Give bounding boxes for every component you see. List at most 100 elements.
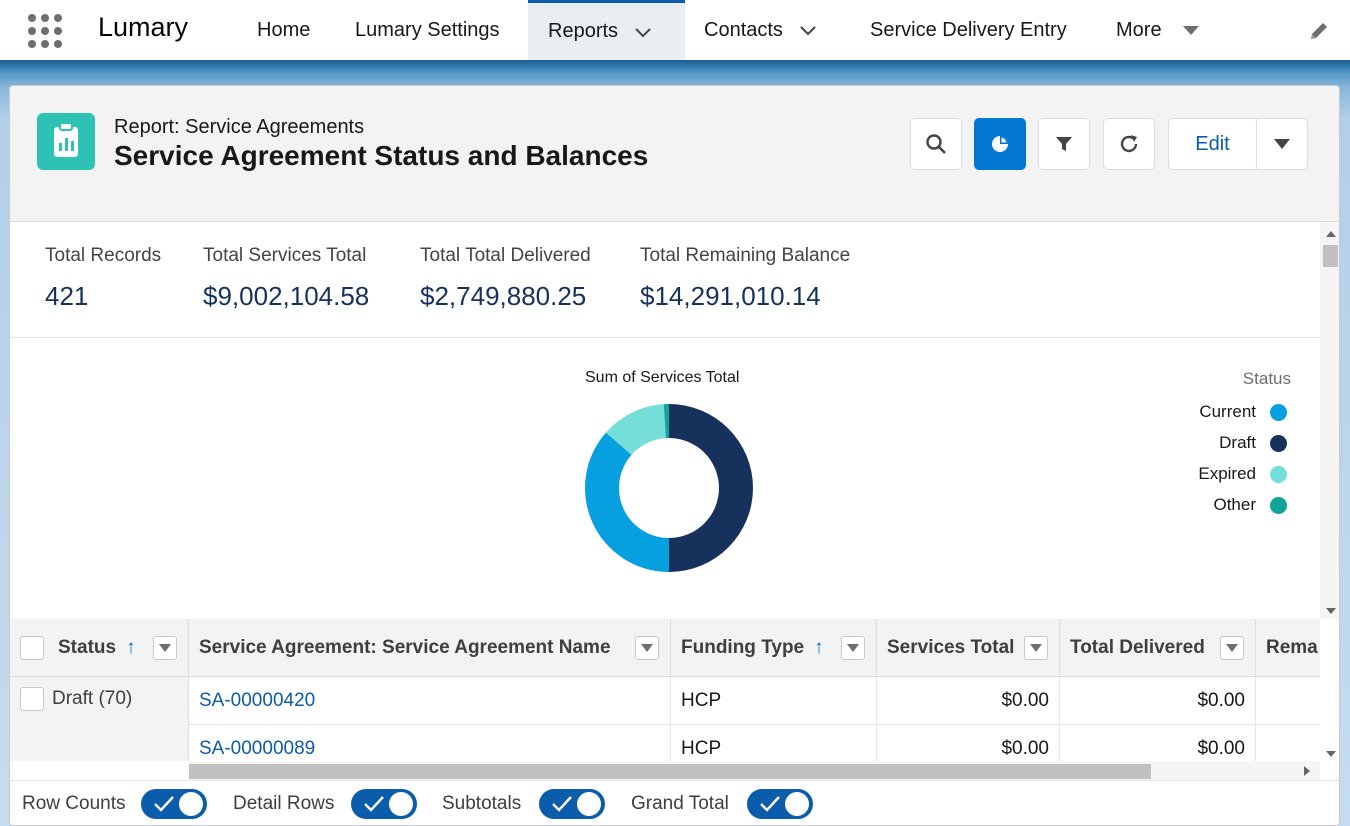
agreement-name-link[interactable]: SA-00000420: [189, 677, 671, 725]
funding-type-cell: HCP: [671, 725, 877, 761]
chevron-down-icon[interactable]: [799, 21, 817, 39]
column-menu-button[interactable]: [153, 636, 177, 660]
legend-label: Other: [1213, 495, 1256, 514]
detail-rows-toggle[interactable]: [351, 789, 417, 819]
chart-toggle-button[interactable]: [974, 118, 1026, 170]
select-all-checkbox[interactable]: [20, 635, 44, 660]
summary-label: Total Services Total: [203, 245, 367, 266]
nav-item-lumary-settings[interactable]: Lumary Settings: [355, 0, 500, 60]
column-header-label: Service Agreement: Service Agreement Nam…: [199, 636, 611, 658]
scroll-thumb[interactable]: [1323, 245, 1338, 267]
edit-button-group: Edit: [1168, 118, 1308, 170]
donut-chart[interactable]: [585, 404, 753, 572]
nav-item-label: Service Delivery Entry: [870, 18, 1067, 41]
summary-remaining-balance: Total Remaining Balance $14,291,010.14: [640, 245, 850, 312]
legend-label: Current: [1199, 402, 1256, 421]
table-horizontal-scrollbar[interactable]: [189, 761, 1320, 780]
nav-item-label: Reports: [548, 20, 619, 42]
donut-slice-expired[interactable]: [605, 404, 666, 455]
column-header-services-total[interactable]: Services Total: [877, 619, 1060, 677]
caret-down-icon: [1274, 139, 1290, 149]
report-footer: Row Counts Detail Rows Subtotals Grand T…: [10, 780, 1339, 825]
check-icon: [364, 796, 384, 812]
summary-label: Total Remaining Balance: [640, 245, 851, 266]
chevron-down-icon[interactable]: [634, 23, 652, 41]
agreement-name-link[interactable]: SA-00000089: [189, 725, 671, 761]
donut-slice-current[interactable]: [585, 432, 669, 572]
scroll-thumb[interactable]: [189, 764, 1151, 779]
legend-item-draft[interactable]: Draft: [1219, 433, 1287, 453]
edit-button[interactable]: Edit: [1169, 119, 1257, 169]
column-menu-button[interactable]: [635, 636, 659, 660]
nav-item-label: Home: [257, 18, 311, 41]
column-menu-button[interactable]: [841, 636, 865, 660]
summary-label: Total Records: [45, 245, 162, 266]
nav-item-home[interactable]: Home: [257, 0, 310, 60]
services-total-cell: $0.00: [877, 677, 1060, 725]
summary-value: $14,291,010.14: [640, 281, 821, 311]
report-icon: [37, 113, 95, 170]
donut-slice-other[interactable]: [663, 404, 669, 439]
app-launcher-icon[interactable]: [28, 14, 64, 48]
sort-ascending-icon: ↑: [814, 636, 824, 658]
scroll-down-icon[interactable]: [1326, 751, 1336, 757]
legend-item-other[interactable]: Other: [1213, 495, 1287, 515]
legend-item-expired[interactable]: Expired: [1198, 464, 1287, 484]
column-header-status[interactable]: Status ↑: [10, 619, 189, 677]
column-header-agreement-name[interactable]: Service Agreement: Service Agreement Nam…: [189, 619, 671, 677]
report-table: Status ↑ Service Agreement: Service Agre…: [10, 619, 1320, 761]
sort-ascending-icon: ↑: [126, 636, 136, 658]
subtotals-toggle[interactable]: [539, 789, 605, 819]
pie-chart-icon: [992, 136, 1008, 152]
refresh-button[interactable]: [1103, 118, 1155, 170]
column-menu-button[interactable]: [1024, 636, 1048, 660]
summary-total-delivered: Total Total Delivered $2,749,880.25: [420, 245, 591, 312]
search-icon: [926, 134, 946, 154]
edit-menu-button[interactable]: [1257, 119, 1307, 169]
caret-down-icon: [159, 644, 171, 652]
column-header-label: Rema: [1266, 636, 1318, 658]
donut-slice-draft[interactable]: [669, 404, 753, 572]
total-delivered-cell: $0.00: [1060, 677, 1256, 725]
scroll-down-icon[interactable]: [1326, 608, 1336, 614]
caret-down-icon: [1030, 644, 1042, 652]
chart-scrollbar[interactable]: [1320, 223, 1339, 619]
column-header-label: Funding Type: [681, 636, 805, 658]
search-button[interactable]: [910, 118, 962, 170]
check-icon: [154, 796, 174, 812]
toggle-label: Row Counts: [22, 793, 126, 814]
remaining-cell: [1256, 725, 1320, 761]
page-title: Service Agreement Status and Balances: [114, 140, 649, 171]
nav-item-label: Contacts: [704, 18, 783, 41]
row-counts-toggle[interactable]: [141, 789, 207, 819]
edit-nav-pencil-icon[interactable]: [1308, 20, 1330, 42]
legend-swatch: [1270, 465, 1287, 483]
column-header-label: Services Total: [887, 636, 1015, 658]
filter-button[interactable]: [1038, 118, 1090, 170]
row-checkbox[interactable]: [20, 687, 44, 711]
table-scrollbar[interactable]: [1320, 619, 1339, 761]
summary-label: Total Total Delivered: [420, 245, 591, 266]
scroll-right-icon[interactable]: [1304, 766, 1310, 776]
toggle-label: Detail Rows: [233, 793, 335, 814]
scroll-up-icon[interactable]: [1326, 231, 1336, 237]
refresh-icon: [1120, 135, 1138, 153]
nav-item-service-delivery-entry[interactable]: Service Delivery Entry: [870, 0, 1067, 60]
chart-title: Sum of Services Total: [585, 369, 740, 386]
group-cell-status: Draft (70): [10, 677, 189, 761]
nav-item-more[interactable]: More: [1116, 0, 1200, 60]
app-name: Lumary: [98, 12, 189, 42]
nav-item-reports[interactable]: Reports: [528, 0, 685, 60]
grand-total-toggle[interactable]: [747, 789, 813, 819]
column-header-remaining[interactable]: Rema: [1256, 619, 1320, 677]
services-total-cell: $0.00: [877, 725, 1060, 761]
group-label: Draft (70): [52, 688, 133, 709]
funding-type-cell: HCP: [671, 677, 877, 725]
remaining-cell: [1256, 677, 1320, 725]
column-menu-button[interactable]: [1220, 636, 1244, 660]
column-header-total-delivered[interactable]: Total Delivered: [1060, 619, 1256, 677]
nav-item-contacts[interactable]: Contacts: [704, 0, 817, 60]
column-header-funding-type[interactable]: Funding Type ↑: [671, 619, 877, 677]
legend-item-current[interactable]: Current: [1199, 402, 1287, 422]
global-nav: Lumary Home Lumary Settings Reports Cont…: [0, 0, 1350, 60]
